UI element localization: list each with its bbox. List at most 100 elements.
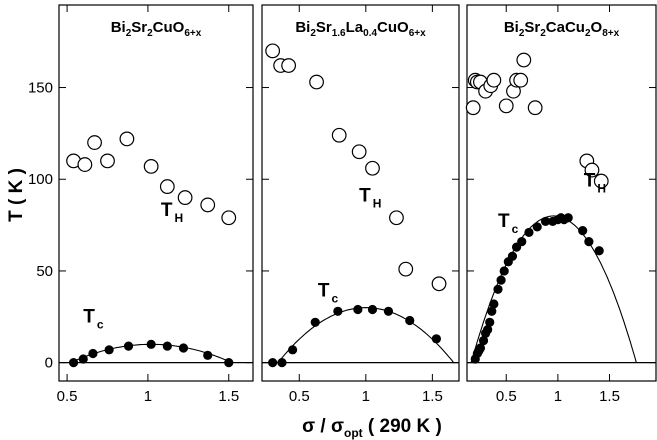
panel-right-th-point [513,72,529,88]
panel-middle-xtick-label: 1.5 [422,388,443,405]
panel-right-th-point [498,98,514,114]
panel-middle-xtick-label: 1 [362,388,370,405]
panel-left-frame [58,4,254,382]
panel-right-title-part: 8+x [602,28,619,39]
panel-left-xtick-label: 1 [144,388,152,405]
panel-right-tc-point [532,222,542,232]
panel-left-th-point [119,131,135,147]
panel-right-title-part: Sr [524,19,540,36]
panel-left-th-point [100,153,115,169]
y-axis-label: T ( K ) [6,168,27,222]
panel-right-tc-point [496,275,506,285]
panel-right-tc-point [493,284,503,294]
panel-right-frame [466,4,657,382]
panel-middle-th-point [331,127,347,143]
panel-middle-tc-point [310,317,320,327]
panel-middle-title-part: Bi [295,19,310,36]
annotation-sub: H [373,196,382,210]
panel-left-th-point [87,135,102,150]
panel-middle-title-part: La [346,19,364,36]
panel-middle-tc-point [383,306,394,316]
annotation-sub: H [174,211,183,225]
panel-left-ytick-label: 100 [28,171,53,188]
panel-right-title: Bi2Sr2CaCu2O8+x [504,19,620,39]
panel-right-title-part: O [591,19,603,36]
annotation-main: T [161,200,173,221]
panel-middle-th-point [309,74,324,90]
panel-middle-tc-point [288,345,298,355]
panel-right-title-part: CaCu [546,19,585,36]
panel-middle-tc-point [277,358,287,368]
panel-right-th-point [527,100,543,116]
panel-right-tc-point [563,213,573,223]
panel-middle-th-point [265,43,281,59]
annotation-main: T [359,185,371,206]
panel-left-tc-point [88,348,98,359]
panel-right-xtick-label: 0.5 [496,388,517,405]
annotation-main: T [498,211,510,232]
annotation-sub: c [332,292,339,306]
annotation-main: T [584,171,596,192]
panel-right-title-part: Bi [504,19,519,36]
panel-right-th-point [593,173,609,189]
x-axis-label: σ / σopt ( 290 K ) [302,416,442,440]
panel-left-tc-point [104,345,114,355]
panel-left-xtick-label: 1.5 [218,388,239,405]
panel-middle-title: Bi2Sr1.6La0.4CuO6+x [295,19,426,39]
panel-left-tc-point [68,358,79,368]
panel-left-title-part: Sr [131,19,147,36]
panel-right-xtick-label: 1 [554,388,562,405]
panel-left-ytick-label: 0 [45,355,53,372]
panel-middle-th-point [398,261,414,277]
panel-middle-tc-point [268,358,278,368]
panel-left-th-point [143,159,159,174]
x-axis-label-base: σ / σ [302,416,344,437]
panel-left-th-point [177,190,193,205]
panel-middle-title-part: 6+x [409,28,426,39]
panel-middle-tc-point [353,304,363,315]
annotation-main: T [318,281,330,302]
annotation-sub: c [97,317,104,331]
x-axis-label-sub: opt [344,426,363,440]
panel-middle-th-point [365,160,380,176]
panel-left-th-point [221,210,237,226]
panel-right-title-part: 2 [519,28,525,39]
panel-middle-tc-fit-curve [277,307,455,364]
annotation-sub: H [597,182,606,196]
panel-left-title-part: 2 [126,28,132,39]
panel-middle-tc-point [367,304,378,315]
panel-left-tc-point [78,354,88,364]
panel-middle-th-point [389,210,404,226]
panel-left-ytick-label: 150 [28,80,53,97]
panel-middle-tc-point [405,315,415,326]
panel-middle-xtick-label: 0.5 [289,388,310,405]
panel-left-title-part: 6+x [184,28,201,39]
panel-right-th-point [516,52,532,68]
panel-right-xtick-label: 1.5 [599,388,620,405]
panel-right-tc-point [578,226,588,236]
panel-middle-title-part: Sr [316,19,332,36]
panel-middle-frame [261,4,460,382]
panel-right-tc-point [584,237,594,247]
panel-right-tc-point [594,246,604,256]
annotation-sub: c [512,222,519,236]
panel-middle-title-part: 1.6 [332,28,346,39]
panel-middle-title-part: 2 [310,28,316,39]
panel-right-tc-point [499,266,509,276]
panel-left-title: Bi2Sr2CuO6+x [111,19,202,39]
panel-left-ytick-label: 50 [36,263,53,280]
panel-left-tc-point [123,341,134,351]
panel-left-tc-point [162,341,172,351]
panel-right-tc-point [489,299,499,309]
panel-middle-th-point [431,276,447,292]
panel-right-th-point [465,100,481,116]
panel-left-tc-point [146,339,156,349]
